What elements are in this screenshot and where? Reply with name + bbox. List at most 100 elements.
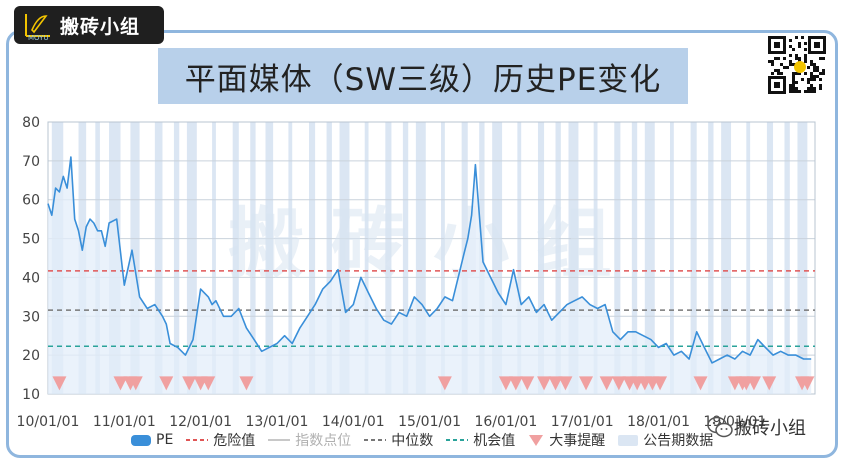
- legend-item-opportunity[interactable]: 机会值: [445, 430, 515, 450]
- qr-module: [780, 63, 783, 66]
- announcement-band: [517, 122, 522, 394]
- announcement-band: [326, 122, 332, 394]
- y-tick-label: 40: [22, 270, 40, 286]
- qr-module: [789, 54, 792, 57]
- qr-module: [819, 78, 822, 81]
- qr-module: [813, 66, 816, 69]
- qr-module: [810, 75, 813, 78]
- qr-module: [816, 69, 819, 72]
- qr-module: [792, 48, 795, 51]
- legend-label-event: 大事提醒: [549, 433, 606, 449]
- legend-item-median[interactable]: 中位数: [363, 430, 433, 450]
- announcement-band: [186, 122, 197, 394]
- qr-module: [810, 72, 813, 75]
- qr-module: [789, 63, 792, 66]
- qr-module: [798, 45, 801, 48]
- qr-module: [813, 87, 816, 90]
- y-tick-label: 20: [22, 348, 40, 364]
- qr-module: [795, 72, 798, 75]
- legend-label-danger: 危险值: [213, 433, 256, 449]
- qr-module: [792, 84, 795, 87]
- qr-module: [771, 72, 774, 75]
- qr-module: [771, 60, 774, 63]
- qr-module: [807, 87, 810, 90]
- qr-module: [792, 75, 795, 78]
- qr-module: [814, 42, 820, 48]
- y-tick-label: 30: [22, 309, 40, 325]
- legend-item-announce[interactable]: 公告期数据: [617, 430, 713, 450]
- qr-module: [798, 42, 801, 45]
- wechat-label: 搬砖小组: [734, 418, 806, 439]
- announcement-band: [339, 122, 350, 394]
- qr-module: [810, 87, 813, 90]
- event-marker: [498, 376, 513, 391]
- qr-module: [804, 72, 807, 75]
- qr-module: [795, 57, 798, 60]
- announcement-band: [130, 122, 140, 394]
- legend-label-announce: 公告期数据: [643, 433, 714, 449]
- legend-item-danger[interactable]: 危险值: [185, 430, 255, 450]
- announcement-band: [766, 122, 774, 394]
- announcement-band: [568, 122, 579, 394]
- y-tick-label: 60: [22, 193, 40, 209]
- announcement-band: [265, 122, 274, 394]
- qr-module: [810, 63, 813, 66]
- event-marker: [746, 376, 761, 391]
- qr-code-icon: [766, 34, 828, 96]
- qr-module: [795, 87, 798, 90]
- qr-module: [804, 48, 807, 51]
- qr-module: [810, 78, 813, 81]
- qr-module: [813, 69, 816, 72]
- qr-module: [798, 72, 801, 75]
- legend-item-pe[interactable]: PE: [130, 432, 173, 448]
- announcement-band: [690, 122, 697, 394]
- legend-label-pe: PE: [156, 432, 174, 448]
- brand-sub: MOYU: [28, 34, 49, 42]
- qr-module: [792, 78, 795, 81]
- qr-module: [783, 66, 786, 69]
- announcement-band: [614, 122, 621, 394]
- announcement-band: [593, 122, 598, 394]
- announcement-band: [708, 122, 714, 394]
- announcement-band: [746, 122, 751, 394]
- x-tick-label: 10/01/01: [17, 414, 80, 430]
- wechat-badge: 搬砖小组: [706, 414, 806, 440]
- announcement-band: [173, 122, 180, 394]
- announcement-band: [250, 122, 256, 394]
- qr-module: [801, 78, 804, 81]
- qr-module: [792, 87, 795, 90]
- event-marker: [611, 376, 626, 391]
- qr-module: [804, 57, 807, 60]
- event-marker: [537, 376, 552, 391]
- pe-series-line: [47, 156, 812, 364]
- event-marker: [52, 376, 67, 391]
- qr-module: [789, 45, 792, 48]
- qr-module: [819, 57, 822, 60]
- qr-module: [795, 81, 798, 84]
- x-tick-label: 11/01/01: [93, 414, 156, 430]
- event-marker: [159, 376, 174, 391]
- brand-name: 搬砖小组: [60, 15, 141, 38]
- announcement-band: [784, 122, 790, 394]
- legend-label-median: 中位数: [391, 433, 434, 449]
- legend-item-index[interactable]: 指数点位: [267, 430, 351, 450]
- qr-module: [807, 81, 810, 84]
- qr-module: [795, 90, 798, 93]
- legend-item-event[interactable]: 大事提醒: [527, 430, 605, 450]
- qr-module: [789, 39, 792, 42]
- event-marker: [693, 376, 708, 391]
- announcement-band: [721, 122, 732, 394]
- qr-module: [807, 90, 810, 93]
- qr-module: [774, 69, 777, 72]
- announcement-band: [644, 122, 655, 394]
- announcement-band: [232, 122, 239, 394]
- announcement-band: [631, 122, 638, 394]
- y-tick-label: 10: [22, 387, 40, 403]
- qr-module: [774, 82, 780, 88]
- qr-module: [792, 90, 795, 93]
- qr-module: [771, 63, 774, 66]
- qr-module: [813, 75, 816, 78]
- legend-label-opportunity: 机会值: [473, 433, 516, 449]
- qr-module: [789, 60, 792, 63]
- qr-module: [807, 78, 810, 81]
